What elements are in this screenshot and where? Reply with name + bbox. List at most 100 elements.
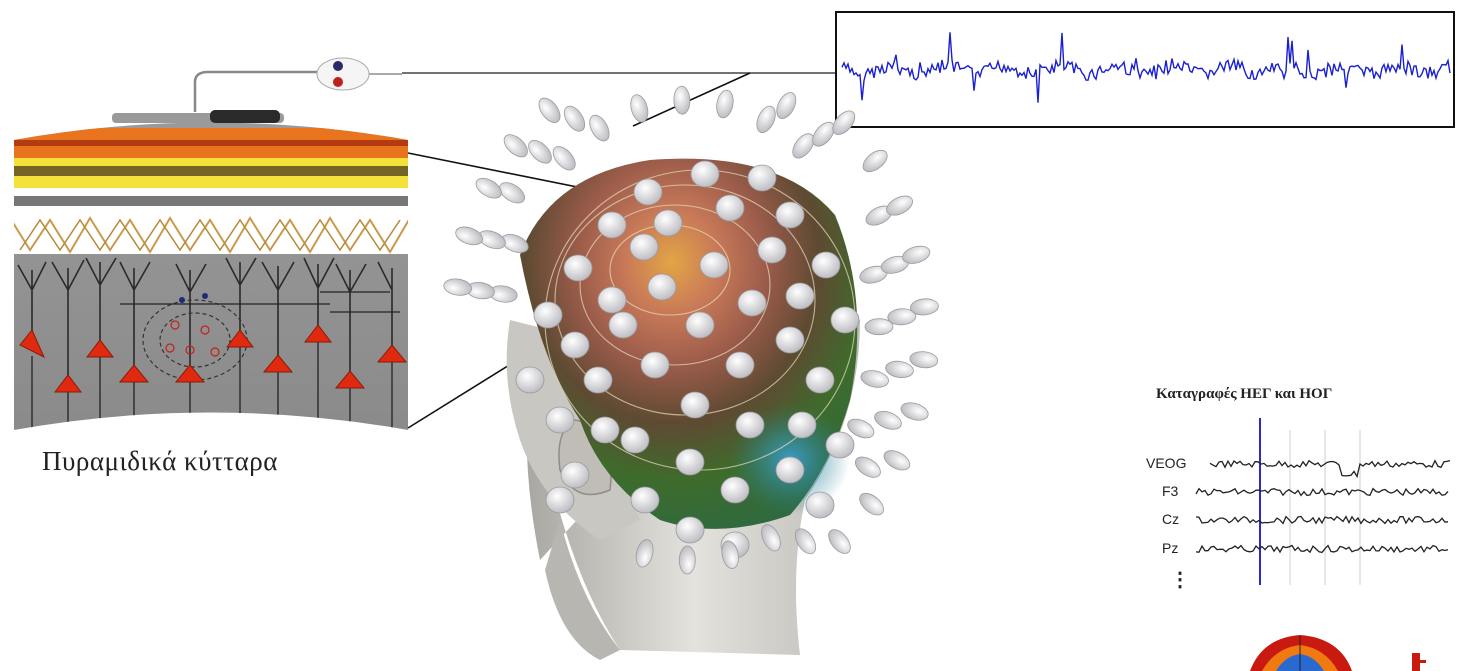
electrode-disc — [620, 426, 650, 454]
electrode-disc — [590, 416, 620, 444]
cap-electrodes — [515, 160, 860, 559]
recordings-title: Καταγραφές ΗΕΓ και ΗΟΓ — [1156, 386, 1333, 402]
cap-electrode — [885, 360, 914, 378]
electrode-disc — [560, 461, 590, 489]
electrode-disc — [633, 178, 663, 206]
cap-electrode — [887, 308, 917, 326]
cap-electrode — [475, 177, 502, 199]
electrode-disc — [560, 331, 590, 359]
eeg-waveform — [841, 32, 1451, 103]
cap-electrode — [673, 85, 691, 115]
electrode-disc — [737, 289, 767, 317]
cap-electrode — [874, 410, 902, 430]
electrode-disc — [630, 486, 660, 514]
cap-electrode — [900, 402, 929, 421]
electrode-disc — [775, 456, 805, 484]
channel-trace-cz — [1195, 515, 1449, 525]
electrode-disc — [699, 251, 729, 279]
electrode-disc — [715, 194, 745, 222]
cap-electrode — [862, 149, 888, 173]
cap-electrode — [883, 450, 911, 471]
cap-electrode — [528, 139, 552, 164]
channel-label-f3: F3 — [1162, 483, 1179, 499]
cap-electrode — [776, 92, 797, 119]
electrode-disc — [675, 516, 705, 544]
electrode-disc — [805, 366, 835, 394]
electrode-disc — [805, 491, 835, 519]
cap-electrode — [909, 351, 939, 369]
cap-electrode — [854, 456, 881, 478]
electrode-disc — [725, 351, 755, 379]
cap-electrode — [552, 146, 576, 171]
cap-electrode — [721, 540, 739, 569]
channel-trace-f3 — [1195, 487, 1449, 497]
cap-electrode — [635, 539, 654, 568]
electrode-disc — [775, 326, 805, 354]
cap-electrode — [678, 545, 696, 575]
electrode-disc — [775, 201, 805, 229]
cap-electrode — [589, 114, 610, 142]
cap-electrode — [910, 298, 939, 316]
cap-electrode — [761, 524, 781, 552]
cap-electrode — [794, 528, 817, 555]
cap-electrode — [864, 318, 894, 336]
electrode-disc — [680, 391, 710, 419]
cap-electrode — [716, 89, 734, 119]
cap-ring-electrodes — [443, 85, 939, 575]
cap-electrode — [828, 529, 851, 554]
cap-electrode — [902, 245, 931, 264]
electrode-disc — [597, 211, 627, 239]
eeg-trace-panel — [835, 11, 1455, 128]
electrode-disc — [830, 306, 860, 334]
cap-electrode — [859, 492, 884, 516]
cap-electrode — [812, 121, 835, 147]
cap-electrode — [455, 226, 483, 246]
cap-electrode — [503, 134, 528, 158]
electrode-disc — [563, 254, 593, 282]
pyramidal-cells-label: Πυραμιδικά κύτταρα — [42, 446, 278, 476]
cap-electrode — [756, 105, 776, 134]
more-channels-indicator: ⋮ — [1170, 569, 1190, 591]
channel-label-veog: VEOG — [1146, 455, 1187, 471]
electrode-disc — [545, 486, 575, 514]
electrode-disc — [515, 366, 545, 394]
cap-electrode — [847, 418, 875, 439]
electrode-disc — [720, 476, 750, 504]
electrode-disc — [545, 406, 575, 434]
topographic-head-thumbnail — [1250, 635, 1426, 671]
cap-electrode — [886, 195, 913, 216]
channel-trace-pz — [1195, 544, 1449, 554]
channel-trace-veog — [1209, 459, 1451, 479]
scalp-electrode — [112, 57, 836, 123]
cap-electrode — [499, 182, 526, 204]
electrode-disc — [735, 411, 765, 439]
channel-label-pz: Pz — [1162, 540, 1179, 556]
cap-electrode — [630, 94, 649, 123]
electrode-disc — [629, 233, 659, 261]
electrode-disc — [533, 301, 563, 329]
cap-electrode — [538, 97, 561, 123]
cap-electrode — [832, 110, 856, 135]
electrode-disc — [685, 311, 715, 339]
channel-label-cz: Cz — [1162, 511, 1180, 527]
electrode-disc — [653, 209, 683, 237]
cap-electrode — [792, 133, 815, 159]
electrode-disc — [608, 311, 638, 339]
cap-electrode — [860, 370, 889, 388]
electrode-disc — [647, 273, 677, 301]
electrode-disc — [690, 160, 720, 188]
electrode-disc — [825, 431, 855, 459]
electrode-disc — [640, 351, 670, 379]
cap-electrode — [443, 278, 472, 296]
recordings-panel — [1195, 418, 1451, 585]
cortex-cross-section — [14, 122, 408, 430]
head-model — [443, 85, 939, 660]
electrode-disc — [747, 164, 777, 192]
electrode-disc — [787, 411, 817, 439]
cap-electrode — [563, 105, 586, 132]
electrode-disc — [583, 366, 613, 394]
electrode-disc — [785, 282, 815, 310]
electrode-disc — [811, 251, 841, 279]
electrode-disc — [675, 448, 705, 476]
